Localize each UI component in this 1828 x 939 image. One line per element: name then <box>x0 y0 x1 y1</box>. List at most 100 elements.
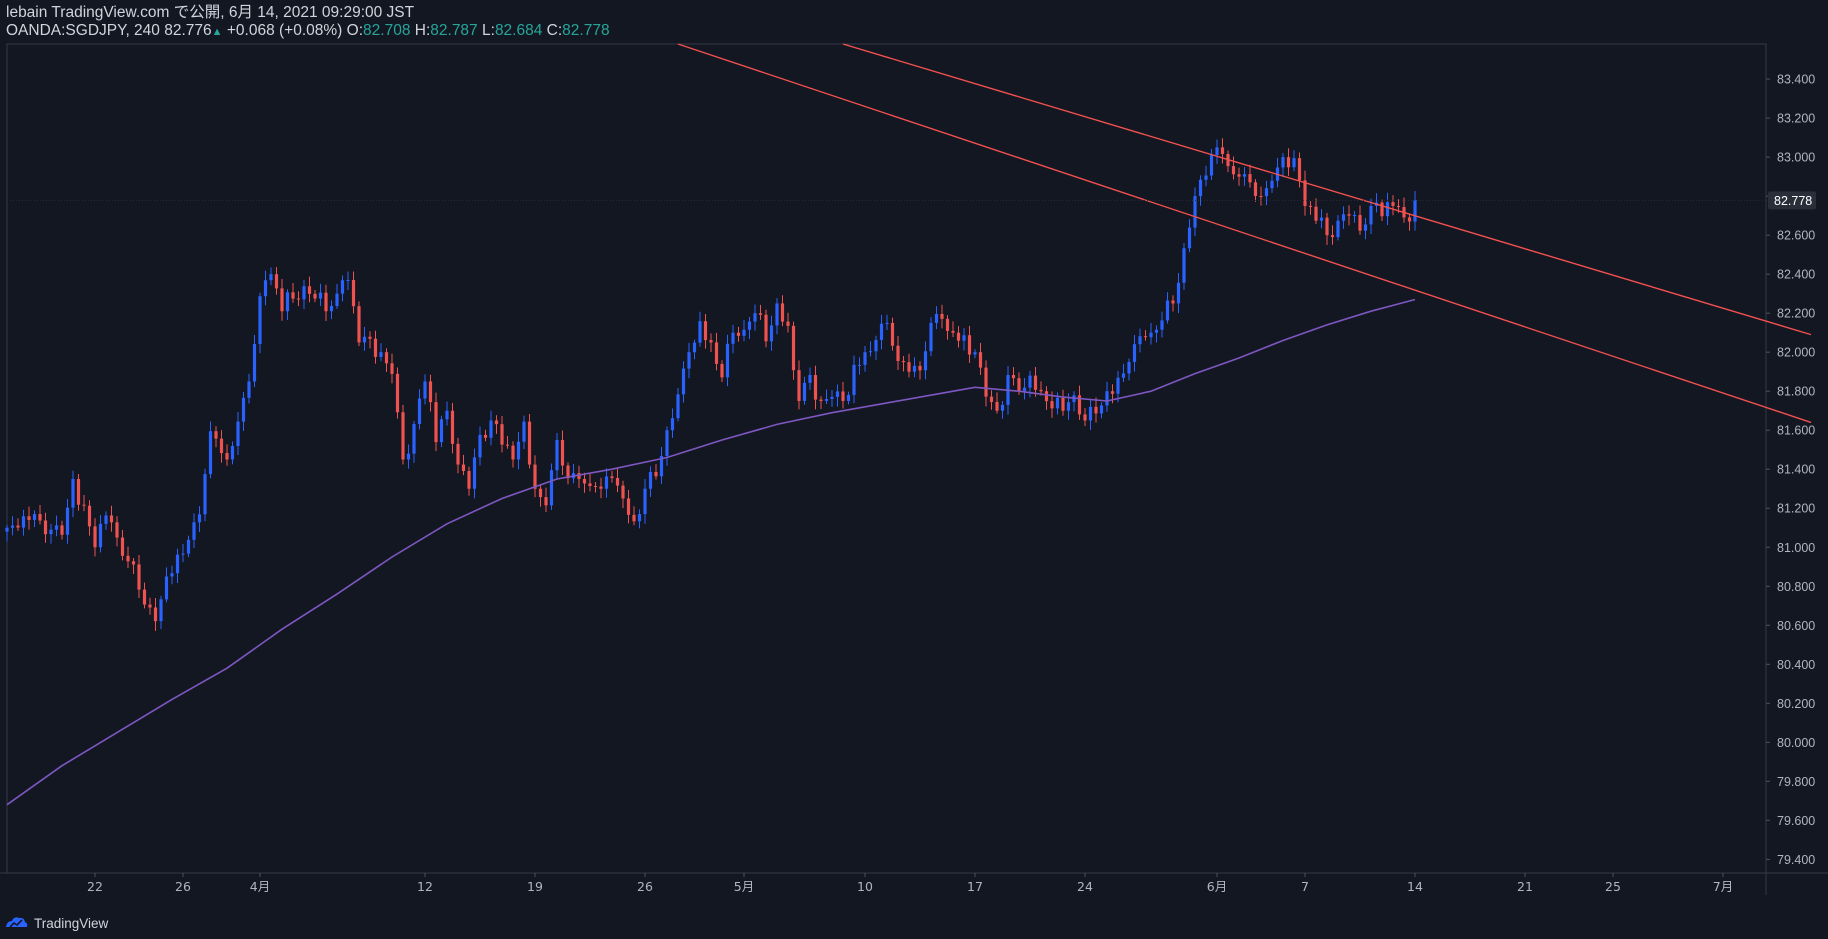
candle <box>269 267 273 286</box>
candle-body <box>940 313 944 319</box>
candle-body <box>1380 202 1384 217</box>
candle-body <box>912 365 917 372</box>
candle <box>368 331 372 349</box>
candle <box>208 421 213 479</box>
time-axis-tick-label: 21 <box>1517 879 1533 894</box>
price-axis-tick-label: 83.400 <box>1777 73 1815 87</box>
candle <box>714 332 719 371</box>
candle-body <box>577 473 581 479</box>
candle <box>1413 190 1417 231</box>
open-value: 82.708 <box>363 22 411 39</box>
candle <box>846 391 851 405</box>
candle <box>896 336 900 370</box>
candle-body <box>714 342 719 364</box>
last-price-label: 82.778 <box>1774 194 1812 208</box>
candle <box>87 500 92 536</box>
candle-body <box>175 554 180 574</box>
candle <box>16 518 20 531</box>
footer-brand[interactable]: TradingView <box>4 915 108 931</box>
candle-body <box>736 332 741 336</box>
candle <box>670 408 675 438</box>
price-axis-tick-label: 81.000 <box>1777 541 1815 555</box>
candle <box>456 437 460 474</box>
candle-body <box>1017 378 1021 392</box>
price-axis-tick-label: 83.200 <box>1777 112 1815 126</box>
candle-body <box>1220 147 1225 155</box>
candle <box>164 567 169 603</box>
candle-body <box>841 391 845 401</box>
candle-body <box>203 474 207 515</box>
candle-body <box>1039 389 1043 392</box>
candle <box>632 506 636 526</box>
candle <box>439 415 444 447</box>
candle <box>43 512 48 543</box>
candle <box>1385 192 1390 226</box>
candle-body <box>951 330 955 333</box>
candle-body <box>274 274 279 289</box>
candle-body <box>87 505 92 527</box>
candle-body <box>1407 217 1412 222</box>
close-value: 82.778 <box>562 22 610 39</box>
candle-body <box>373 338 378 357</box>
candle-body <box>582 478 587 484</box>
low-value: 82.684 <box>494 22 543 39</box>
candle-body <box>648 471 653 489</box>
candle <box>1248 164 1252 188</box>
candle-body <box>60 525 64 535</box>
time-axis-tick-label: 22 <box>87 879 103 894</box>
candle <box>428 374 433 412</box>
high-value: 82.787 <box>430 22 478 39</box>
candle <box>1127 358 1131 381</box>
candle <box>1105 381 1109 412</box>
candle <box>5 524 9 542</box>
candle <box>863 346 867 372</box>
candle <box>791 321 796 380</box>
candle <box>868 341 873 357</box>
candle <box>758 304 763 320</box>
candle-body <box>989 396 994 402</box>
candle-body <box>852 364 856 395</box>
candle-body <box>1022 387 1027 392</box>
candle <box>434 392 438 452</box>
candle <box>1369 198 1373 235</box>
candle <box>769 315 774 351</box>
candle-body <box>1314 206 1318 221</box>
candle <box>654 464 658 480</box>
brand-label: TradingView <box>34 915 109 931</box>
candle <box>60 520 64 540</box>
candle-body <box>797 370 801 401</box>
candle <box>1242 167 1247 186</box>
candle-body <box>71 478 75 508</box>
candle <box>324 284 328 321</box>
time-axis-tick-label: 5月 <box>734 879 754 894</box>
candle <box>879 314 884 350</box>
candles <box>5 138 1417 631</box>
close-label: C: <box>546 22 563 39</box>
candle <box>247 373 251 404</box>
candle-body <box>791 325 796 371</box>
candle <box>1264 180 1269 206</box>
candle-body <box>219 438 224 454</box>
candle-body <box>1165 300 1170 321</box>
candle-body <box>505 444 510 446</box>
price-axis-tick-label: 79.400 <box>1777 853 1815 867</box>
candle <box>148 597 152 615</box>
candle <box>1336 215 1340 241</box>
candle-body <box>313 293 317 299</box>
candle <box>467 466 471 496</box>
candle-body <box>1143 336 1148 338</box>
candle <box>687 342 691 379</box>
candle-body <box>868 351 873 353</box>
price-axis-tick-label: 80.800 <box>1777 580 1815 594</box>
candle-body <box>43 520 48 535</box>
candle <box>313 289 317 303</box>
candle <box>1380 199 1384 221</box>
candle <box>995 392 999 414</box>
candle <box>395 367 400 419</box>
candle-body <box>742 329 746 336</box>
candle <box>973 349 977 359</box>
candle-body <box>962 335 966 341</box>
candle-body <box>280 288 284 312</box>
candle <box>1292 150 1296 172</box>
